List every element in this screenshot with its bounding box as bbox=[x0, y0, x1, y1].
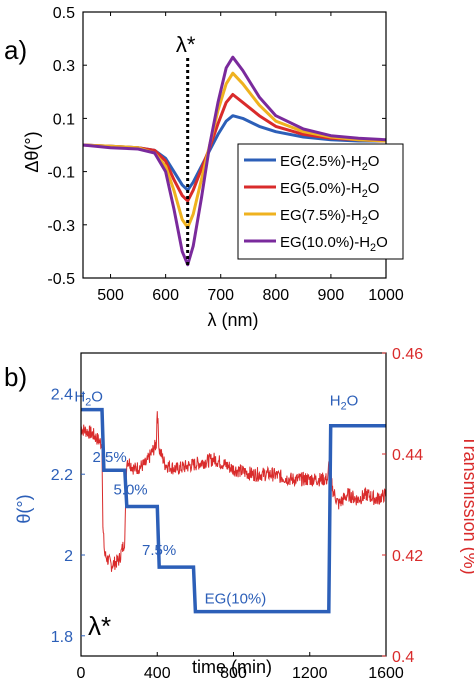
panel-a-legend: EG(2.5%)-H2O EG(5.0%)-H2O EG(7.5%)-H2O EG(1… bbox=[237, 143, 404, 260]
panel-b-label: b) bbox=[4, 362, 27, 392]
legend-entry: EG(7.5%)-H2O bbox=[280, 207, 379, 227]
x-tick-label: 0 bbox=[77, 665, 86, 682]
step-annotation: H2O bbox=[330, 393, 359, 413]
y-tick-label: 0.5 bbox=[53, 5, 75, 22]
x-tick-label: 500 bbox=[97, 287, 124, 304]
panel-b-right-y-axis-label: Transmission (%) bbox=[460, 435, 474, 574]
x-tick-label: 900 bbox=[318, 287, 345, 304]
panel-b-left-y-ticks: 1.8 2 2.2 2.4 bbox=[51, 386, 85, 646]
y-tick-label: -0.1 bbox=[47, 165, 75, 182]
step-annotation: H2O bbox=[74, 388, 103, 408]
y2-tick-label: 0.44 bbox=[392, 447, 423, 464]
x-tick-label: 400 bbox=[144, 665, 171, 682]
spectrum-line bbox=[82, 55, 387, 267]
step-annotation: 2.5% bbox=[92, 449, 126, 466]
y-tick-label: 0.1 bbox=[53, 111, 75, 128]
legend-entry: EG(10.0%)-H2O bbox=[280, 234, 388, 254]
panel-a-y-axis-label: Δθ(°) bbox=[22, 131, 42, 172]
panel-b-right-y-ticks: 0.4 0.42 0.44 0.46 bbox=[382, 346, 423, 666]
transmission-line bbox=[80, 411, 387, 572]
y-tick-label: -0.5 bbox=[47, 271, 75, 288]
theta-line bbox=[81, 407, 386, 614]
y2-tick-label: 0.42 bbox=[392, 548, 423, 565]
panel-a-x-ticks: 500 600 700 800 900 1000 bbox=[97, 12, 404, 304]
y-tick-label: 0.3 bbox=[53, 58, 75, 75]
panel-a-x-axis-label: λ (nm) bbox=[208, 310, 259, 330]
step-annotation: 5.0% bbox=[113, 481, 147, 498]
y-tick-label: 2.4 bbox=[51, 386, 73, 403]
x-tick-label: 1200 bbox=[292, 665, 328, 682]
x-tick-label: 800 bbox=[220, 665, 247, 682]
panel-a-label: a) bbox=[4, 35, 27, 65]
step-annotation: EG(10%) bbox=[205, 590, 267, 607]
panel-b: b) H2O 2.5% 5.0% 7.5% EG(10%) H2O λ* 0 400 800 1… bbox=[4, 346, 474, 682]
y-tick-label: 2.2 bbox=[51, 467, 73, 484]
x-tick-label: 1000 bbox=[368, 287, 404, 304]
panel-a: a) λ* 500 600 700 800 900 1000 -0.5 -0.3 -0.1 0.… bbox=[4, 5, 404, 330]
y2-tick-label: 0.46 bbox=[392, 346, 423, 363]
legend-entry: EG(5.0%)-H2O bbox=[280, 180, 379, 200]
x-tick-label: 700 bbox=[207, 287, 234, 304]
panel-b-x-ticks: 0 400 800 1200 1600 bbox=[77, 652, 404, 682]
step-annotation: 7.5% bbox=[142, 542, 176, 559]
panel-a-y-ticks: -0.5 -0.3 -0.1 0.1 0.3 0.5 bbox=[47, 5, 386, 288]
panel-b-x-axis-label: time (min) bbox=[192, 657, 272, 677]
panel-a-series bbox=[82, 55, 387, 267]
theta-series bbox=[81, 407, 386, 614]
lambda-star-annotation: λ* bbox=[176, 32, 196, 57]
y-tick-label: 1.8 bbox=[51, 629, 73, 646]
y-tick-label: 2 bbox=[64, 548, 73, 565]
transmission-series bbox=[80, 411, 387, 572]
x-tick-label: 800 bbox=[262, 287, 289, 304]
panel-b-annotations: H2O 2.5% 5.0% 7.5% EG(10%) H2O bbox=[74, 388, 358, 607]
y-tick-label: -0.3 bbox=[47, 218, 75, 235]
x-tick-label: 1600 bbox=[368, 665, 404, 682]
legend-entry: EG(2.5%)-H2O bbox=[280, 153, 379, 173]
x-tick-label: 600 bbox=[152, 287, 179, 304]
panel-b-left-y-axis-label: θ(°) bbox=[14, 494, 34, 523]
y2-tick-label: 0.4 bbox=[392, 649, 414, 666]
lambda-star-corner-label: λ* bbox=[88, 611, 111, 641]
